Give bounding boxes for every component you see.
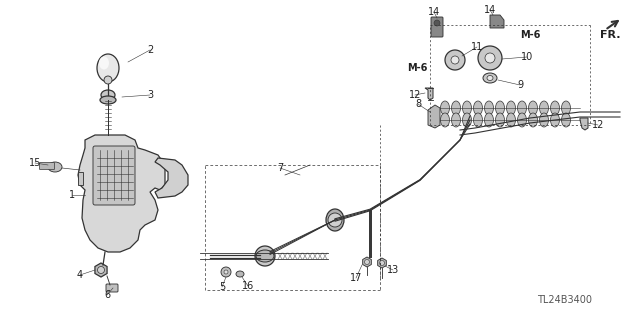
Circle shape — [365, 259, 369, 264]
Ellipse shape — [529, 113, 538, 127]
Ellipse shape — [97, 54, 119, 82]
Circle shape — [445, 50, 465, 70]
Ellipse shape — [550, 113, 559, 127]
Ellipse shape — [484, 113, 493, 127]
FancyBboxPatch shape — [40, 162, 54, 169]
Ellipse shape — [236, 271, 244, 277]
Text: 12: 12 — [409, 90, 421, 100]
Text: 5: 5 — [219, 282, 225, 292]
Ellipse shape — [101, 90, 115, 100]
Circle shape — [434, 20, 440, 26]
Circle shape — [97, 266, 104, 273]
Ellipse shape — [463, 101, 472, 115]
Text: 6: 6 — [104, 290, 110, 300]
Ellipse shape — [100, 96, 116, 104]
Ellipse shape — [474, 101, 483, 115]
Circle shape — [451, 56, 459, 64]
Ellipse shape — [561, 113, 570, 127]
Text: 14: 14 — [484, 5, 496, 15]
Ellipse shape — [440, 101, 449, 115]
Circle shape — [221, 267, 231, 277]
Ellipse shape — [256, 250, 274, 262]
Ellipse shape — [506, 113, 515, 127]
Ellipse shape — [484, 101, 493, 115]
Text: 12: 12 — [592, 120, 604, 130]
Text: 4: 4 — [77, 270, 83, 280]
Text: 3: 3 — [147, 90, 153, 100]
Ellipse shape — [495, 101, 504, 115]
Text: 9: 9 — [517, 80, 523, 90]
Text: 15: 15 — [29, 158, 41, 168]
Ellipse shape — [487, 76, 493, 80]
Ellipse shape — [474, 113, 483, 127]
Circle shape — [478, 46, 502, 70]
Text: 2: 2 — [147, 45, 153, 55]
Polygon shape — [580, 118, 588, 130]
Ellipse shape — [440, 113, 449, 127]
Ellipse shape — [99, 56, 109, 70]
Text: 1: 1 — [69, 190, 75, 200]
Ellipse shape — [451, 101, 461, 115]
Ellipse shape — [506, 101, 515, 115]
Polygon shape — [490, 15, 504, 28]
Text: TL24B3400: TL24B3400 — [538, 295, 593, 305]
Polygon shape — [78, 172, 83, 185]
Ellipse shape — [518, 101, 527, 115]
FancyBboxPatch shape — [93, 146, 135, 205]
Polygon shape — [428, 105, 440, 128]
Circle shape — [380, 261, 385, 265]
Text: FR.: FR. — [600, 30, 620, 40]
Ellipse shape — [48, 162, 62, 172]
Ellipse shape — [495, 113, 504, 127]
Polygon shape — [425, 88, 433, 100]
Ellipse shape — [451, 113, 461, 127]
Text: M-6: M-6 — [407, 63, 427, 73]
Text: 14: 14 — [428, 7, 440, 17]
Ellipse shape — [483, 73, 497, 83]
Polygon shape — [155, 158, 188, 198]
FancyBboxPatch shape — [106, 284, 118, 292]
Circle shape — [485, 53, 495, 63]
Circle shape — [224, 270, 228, 274]
Ellipse shape — [463, 113, 472, 127]
Ellipse shape — [518, 113, 527, 127]
Circle shape — [104, 76, 112, 84]
Text: 10: 10 — [521, 52, 533, 62]
Polygon shape — [78, 135, 165, 252]
Text: 7: 7 — [277, 163, 283, 173]
Ellipse shape — [540, 113, 548, 127]
Text: M-6: M-6 — [520, 30, 540, 40]
Text: 8: 8 — [415, 99, 421, 109]
Ellipse shape — [550, 101, 559, 115]
Ellipse shape — [326, 209, 344, 231]
Text: 11: 11 — [471, 42, 483, 52]
Text: 17: 17 — [350, 273, 362, 283]
Circle shape — [255, 246, 275, 266]
Ellipse shape — [561, 101, 570, 115]
Text: 16: 16 — [242, 281, 254, 291]
Ellipse shape — [529, 101, 538, 115]
Ellipse shape — [540, 101, 548, 115]
Text: 13: 13 — [387, 265, 399, 275]
FancyBboxPatch shape — [431, 17, 443, 37]
Circle shape — [328, 213, 342, 227]
